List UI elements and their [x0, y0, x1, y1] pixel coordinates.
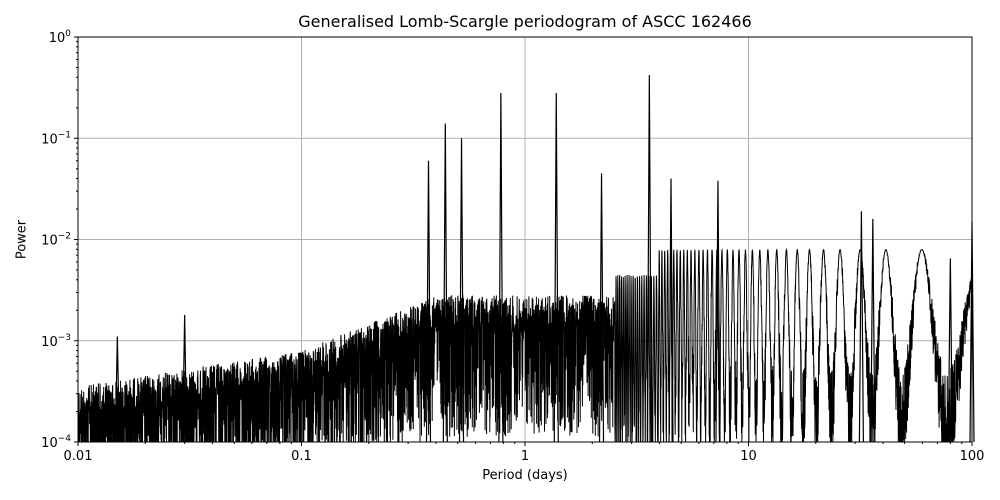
x-tick-label: 10	[740, 449, 757, 464]
peak	[458, 138, 465, 443]
chart-title: Generalised Lomb-Scargle periodogram of …	[298, 12, 752, 31]
peak	[114, 336, 120, 443]
peak	[715, 180, 721, 443]
peak	[182, 314, 188, 443]
peak	[442, 123, 448, 443]
y-tick-label: 10−2	[41, 232, 71, 249]
peak	[947, 258, 953, 443]
peak	[553, 92, 559, 443]
x-tick-label: 100	[960, 449, 985, 464]
x-tick-label: 0.1	[291, 449, 312, 464]
peak	[498, 92, 504, 443]
y-tick-label: 10−1	[41, 130, 71, 147]
periodogram-line	[77, 75, 975, 443]
x-tick-label: 1	[521, 449, 529, 464]
peak	[858, 211, 865, 443]
peak	[425, 160, 432, 443]
peak	[870, 218, 876, 443]
y-tick-label: 100	[49, 29, 72, 46]
peak	[646, 75, 652, 443]
y-tick-label: 10−3	[41, 333, 71, 350]
peak	[598, 173, 605, 443]
x-tick-label: 0.01	[64, 449, 93, 464]
peak	[668, 178, 674, 443]
x-axis-label: Period (days)	[482, 468, 568, 483]
